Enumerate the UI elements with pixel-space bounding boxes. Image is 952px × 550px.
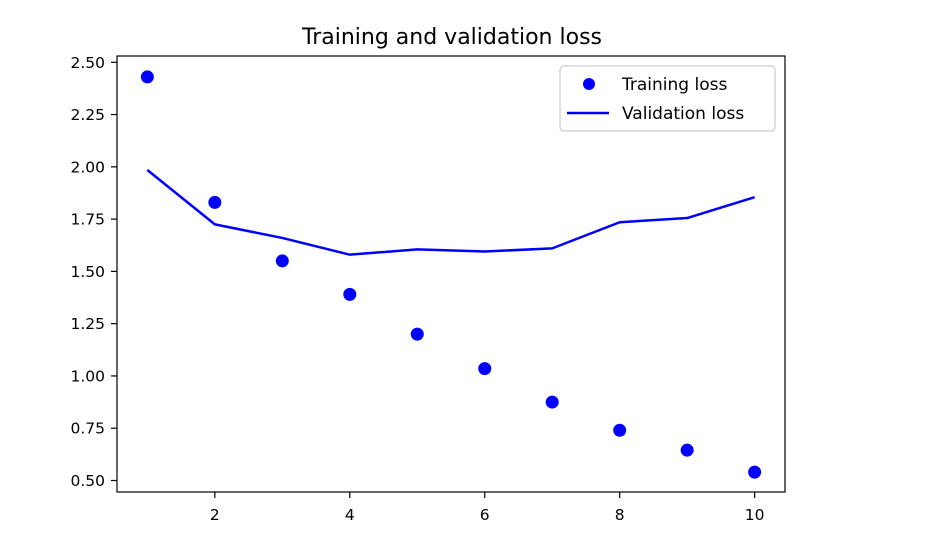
training-loss-point [410, 327, 424, 341]
training-loss-point [208, 195, 222, 209]
chart-title: Training and validation loss [301, 25, 602, 50]
x-tick-label: 6 [480, 506, 490, 524]
x-tick-label: 2 [210, 506, 220, 524]
y-tick-label: 1.25 [70, 315, 105, 333]
y-tick-label: 1.00 [70, 367, 105, 385]
x-tick-label: 8 [615, 506, 625, 524]
training-loss-point [478, 362, 492, 376]
legend: Training loss Validation loss [559, 65, 776, 132]
legend-marker-training-loss [583, 78, 595, 90]
plot-marks [140, 70, 762, 479]
validation-loss-line [146, 168, 756, 256]
y-tick-label: 0.75 [70, 420, 105, 438]
training-loss-point [680, 443, 694, 457]
training-loss-point [545, 395, 559, 409]
y-tick-label: 2.00 [70, 158, 105, 176]
x-tick-label: 10 [745, 506, 765, 524]
plot-frame [116, 55, 786, 493]
x-tick-label: 4 [345, 506, 355, 524]
training-loss-point [140, 70, 154, 84]
y-tick-label: 1.75 [70, 211, 105, 229]
x-axis: 2 4 6 8 10 [210, 492, 765, 524]
legend-label-validation-loss: Validation loss [622, 104, 744, 124]
y-tick-label: 1.50 [70, 263, 105, 281]
legend-box [559, 65, 776, 132]
legend-label-training-loss: Training loss [621, 75, 727, 95]
training-loss-point [275, 254, 289, 268]
y-tick-label: 0.50 [70, 472, 105, 490]
y-tick-label: 2.50 [70, 54, 105, 72]
training-loss-point [748, 465, 762, 479]
training-loss-point [343, 287, 357, 301]
y-tick-label: 2.25 [70, 106, 105, 124]
training-loss-point [613, 423, 627, 437]
y-axis: 0.50 0.75 1.00 1.25 1.50 1.75 2.00 2.25 2.50 [70, 54, 117, 490]
